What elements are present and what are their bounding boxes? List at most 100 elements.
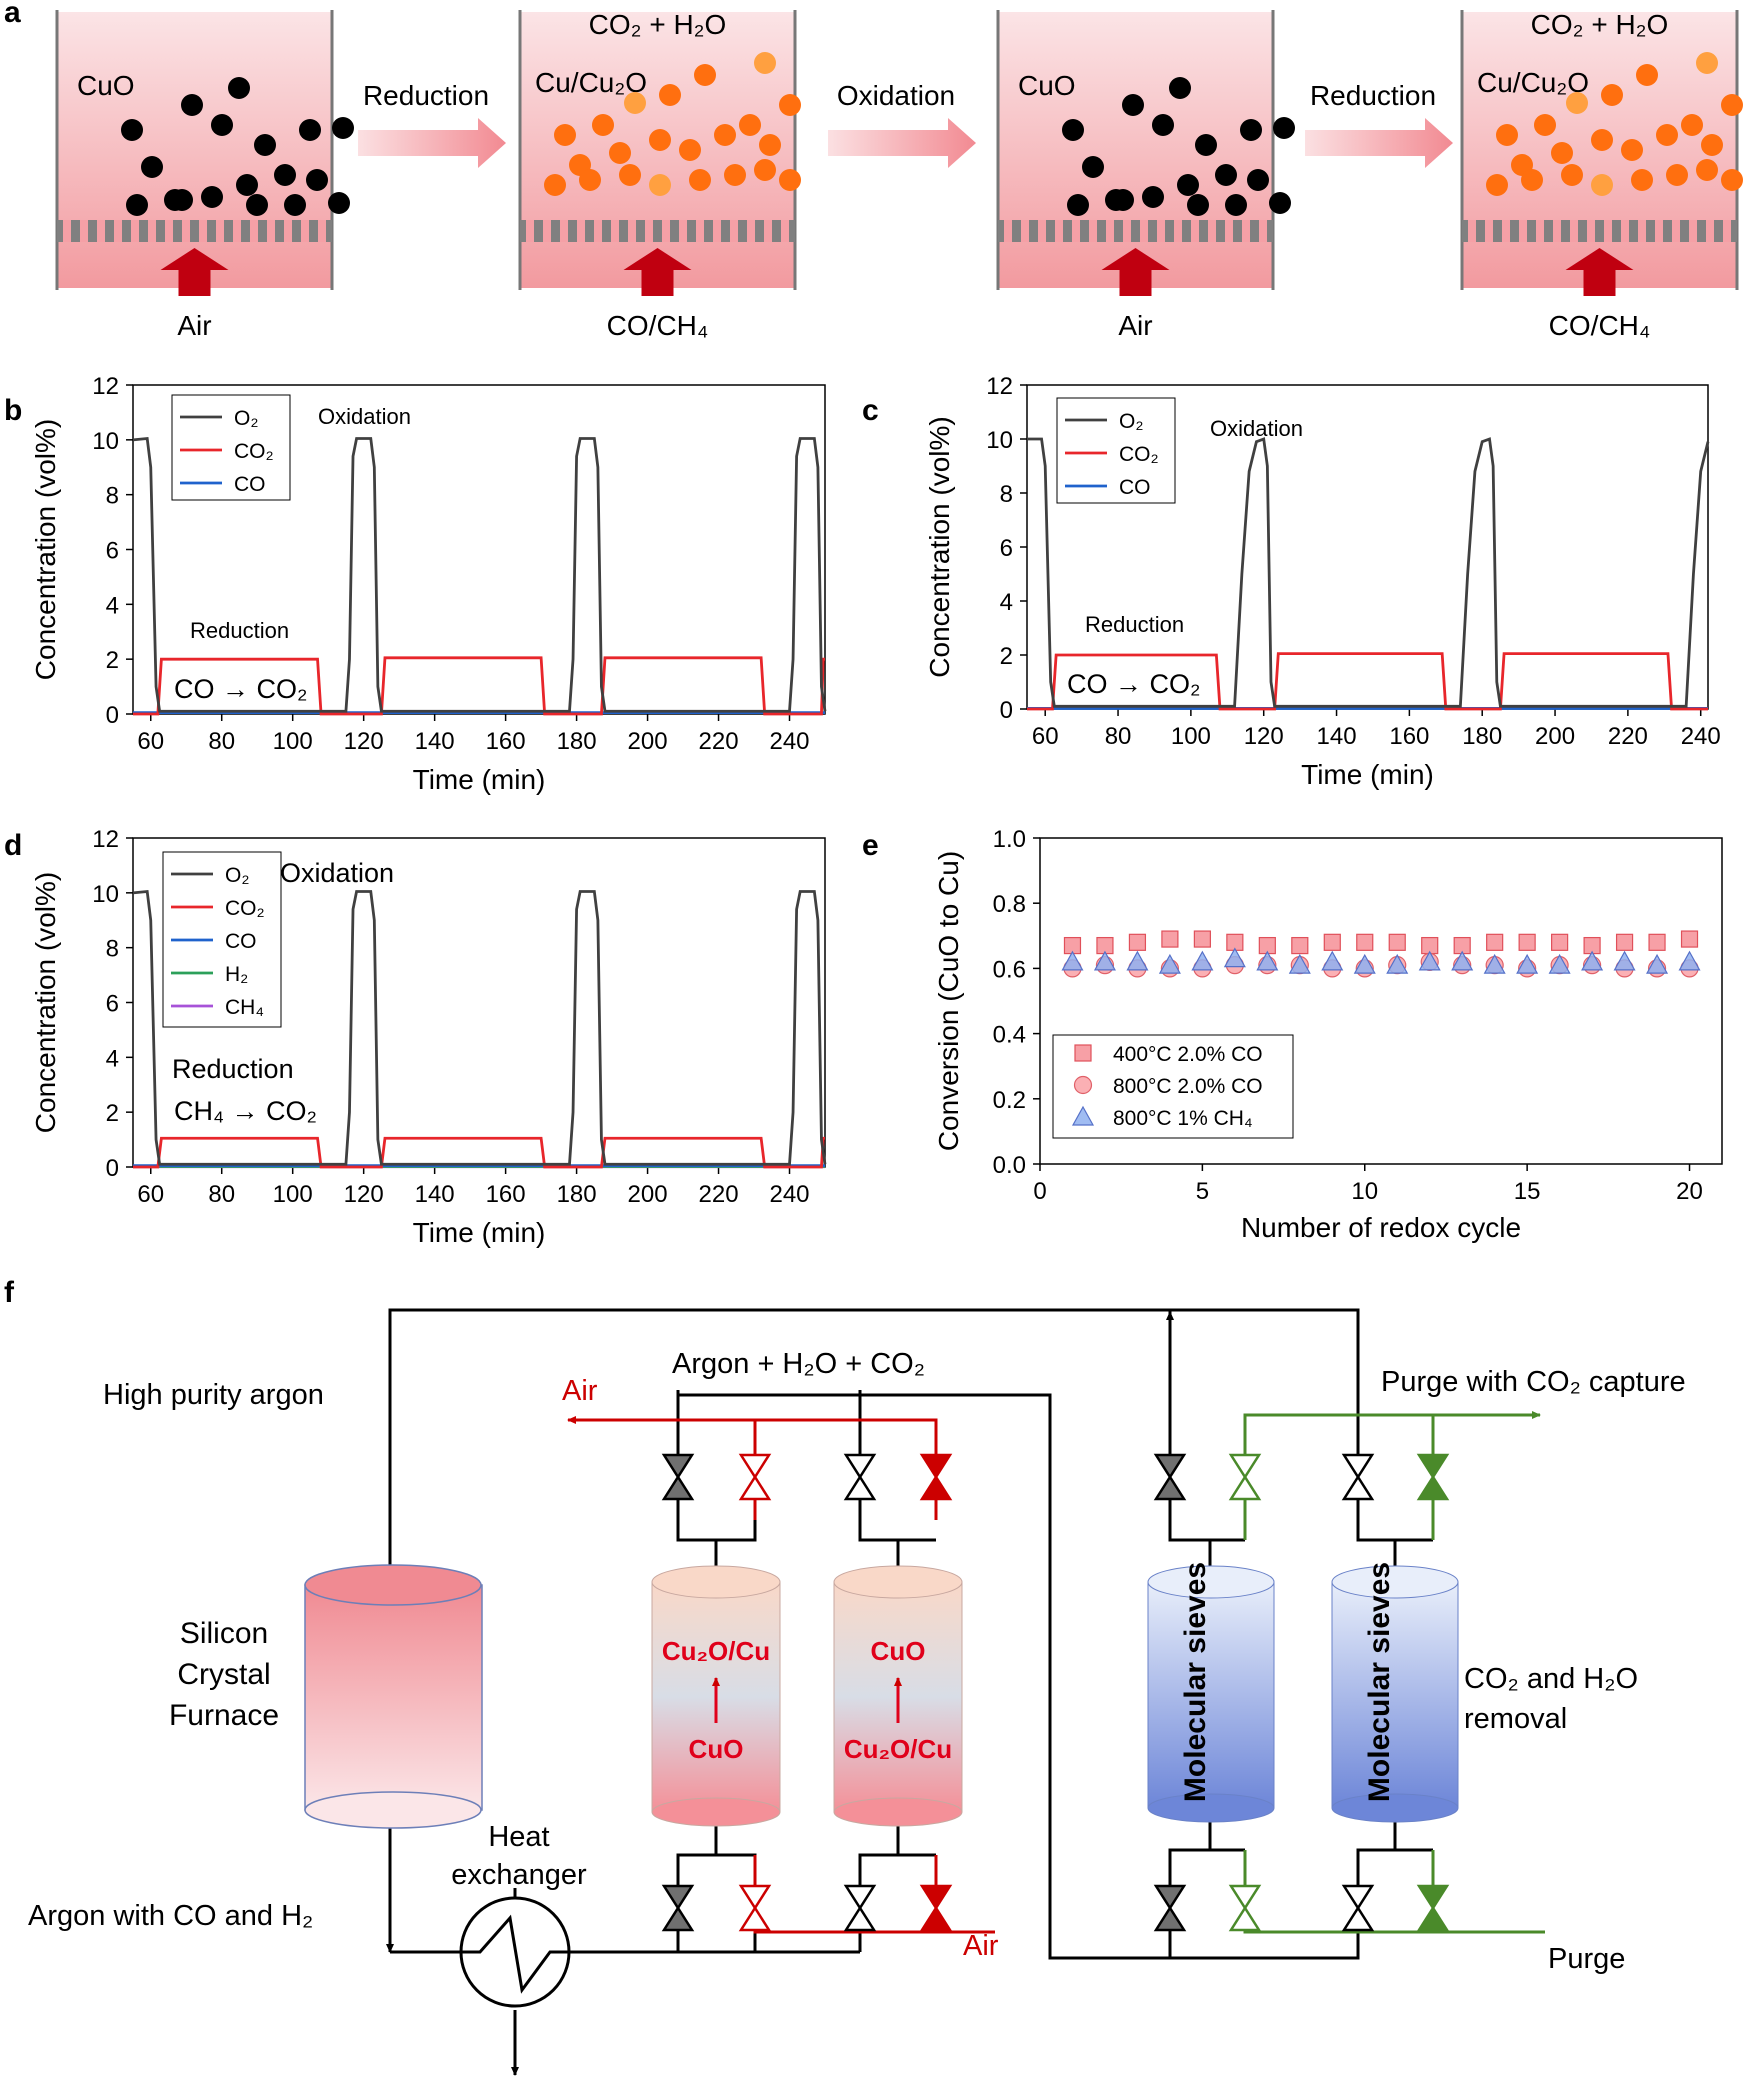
cu-particle [1534, 114, 1556, 136]
legend-label: 800°C 1% CH₄ [1113, 1107, 1253, 1130]
distributor-gap [1191, 220, 1199, 242]
distributor-gap [1208, 220, 1216, 242]
x-tick-label: 60 [1032, 723, 1059, 750]
scatter-point-series-0 [1648, 933, 1666, 951]
distributor-gap [1021, 220, 1029, 242]
x-tick-label: 220 [699, 1181, 739, 1208]
gas-inlet-arrow-stem [1119, 268, 1152, 296]
gas-inlet-arrow-stem [178, 268, 211, 296]
y-tick-label: 10 [986, 427, 1013, 454]
valve-icon [661, 1453, 695, 1501]
panel-a: Air CuO CO/CH₄ Cu/Cu₂O CO₂ + H₂O Air CuO CO/CH₄… [55, 9, 1743, 341]
annotation: Oxidation [280, 858, 394, 888]
cuo-particle [1240, 119, 1262, 141]
distributor-gap [543, 220, 551, 242]
y-tick-label: 6 [106, 991, 119, 1018]
scatter-point-series-2 [1548, 953, 1571, 974]
scatter-point-series-2 [1516, 953, 1539, 974]
distributor-gap [131, 220, 139, 242]
y-tick-label: 2 [106, 1100, 119, 1127]
annotation: Reduction [190, 618, 289, 643]
distributor-gap [628, 220, 636, 242]
scatter-point-series-2 [1321, 950, 1344, 971]
chart-d: 60 80 100 120 140 160 180 200 220 240 0 2 4 6 8 10 12 Tim… [30, 826, 827, 1248]
distributor-gap [1655, 220, 1663, 242]
cu-particle [624, 92, 646, 114]
x-tick-label: 60 [137, 728, 164, 755]
valve-icon [1228, 1453, 1262, 1501]
distributor-gap [1502, 220, 1510, 242]
x-tick-label: 200 [628, 728, 668, 755]
cu-particle [1566, 92, 1588, 114]
furnace-label-2: Crystal [177, 1658, 270, 1691]
distributor-gap [233, 220, 241, 242]
distributor-gap [1723, 220, 1731, 242]
process-arrow [828, 118, 976, 168]
legend-label: O₂ [225, 864, 250, 887]
scatter-point-series-2 [1061, 950, 1084, 971]
cuo-particle [236, 174, 258, 196]
gas-inlet-label: Air [1118, 310, 1152, 341]
series-line-1 [133, 1136, 825, 1169]
cuo-particle [328, 192, 350, 214]
distributor-gap [679, 220, 687, 242]
annotation: Reduction [172, 1054, 294, 1084]
scatter-point-series-2 [1126, 950, 1149, 971]
cuo-particle [1082, 156, 1104, 178]
valve-icon [1228, 1884, 1262, 1932]
distributor-gap [1485, 220, 1493, 242]
cu-particle [1631, 169, 1653, 191]
removal-label-2: removal [1464, 1703, 1567, 1735]
panel-label-d: d [4, 829, 22, 862]
distributor-gap [611, 220, 619, 242]
x-tick-label: 80 [208, 728, 235, 755]
argon-h2o-co2-label: Argon + H₂O + CO₂ [672, 1348, 925, 1380]
valve-icon [919, 1884, 953, 1932]
legend-label: CO₂ [225, 897, 265, 920]
distributor-gap [645, 220, 653, 242]
x-tick-label: 120 [344, 728, 384, 755]
legend-label: CO [225, 930, 257, 953]
furnace-label-3: Furnace [169, 1699, 279, 1732]
distributor-gap [1038, 220, 1046, 242]
scatter-point-series-0 [1128, 933, 1147, 951]
distributor-gap [1689, 220, 1697, 242]
scatter-point-series-0 [1323, 933, 1341, 951]
x-axis-label: Time (min) [413, 764, 546, 795]
cu-particle [1666, 164, 1688, 186]
y-tick-label: 1.0 [993, 826, 1026, 853]
scatter-point-series-2 [1191, 950, 1214, 971]
cu-particle [1696, 52, 1718, 74]
y-axis-label: Conversion (CuO to Cu) [933, 851, 964, 1151]
cu-particle [1621, 139, 1643, 161]
valve-icon [1153, 1453, 1187, 1501]
scatter-point-series-2 [1386, 953, 1409, 974]
air-bottom-label: Air [963, 1930, 999, 1962]
cu-particle [649, 174, 671, 196]
x-tick-label: 240 [769, 728, 809, 755]
y-tick-label: 4 [106, 592, 119, 619]
scatter-point-series-0 [1356, 933, 1374, 951]
distributor-gap [1055, 220, 1063, 242]
y-tick-label: 6 [1000, 535, 1013, 562]
y-tick-label: 2 [1000, 643, 1013, 670]
cuo-particle [274, 164, 296, 186]
cu-particle [1681, 114, 1703, 136]
pipe-r2-bottom [858, 1853, 936, 1952]
y-tick-label: 0 [1000, 697, 1013, 724]
distributor-gap [1140, 220, 1148, 242]
cu-particle [759, 134, 781, 156]
cu-particle [1696, 159, 1718, 181]
pipe-s1-bottom [1168, 1848, 1245, 1958]
process-arrow [358, 118, 506, 168]
cu-particle [779, 94, 801, 116]
x-tick-label: 220 [699, 728, 739, 755]
air-top-label: Air [562, 1375, 598, 1407]
legend-label: O₂ [1119, 410, 1144, 433]
reactor-1-top-label: Cu₂O/Cu [662, 1636, 770, 1666]
x-tick-label: 240 [1681, 723, 1721, 750]
cu-particle [1701, 134, 1723, 156]
distributor-gap [1706, 220, 1714, 242]
pipe-purge-top [1243, 1415, 1540, 1540]
gas-inlet-label: Air [177, 310, 211, 341]
